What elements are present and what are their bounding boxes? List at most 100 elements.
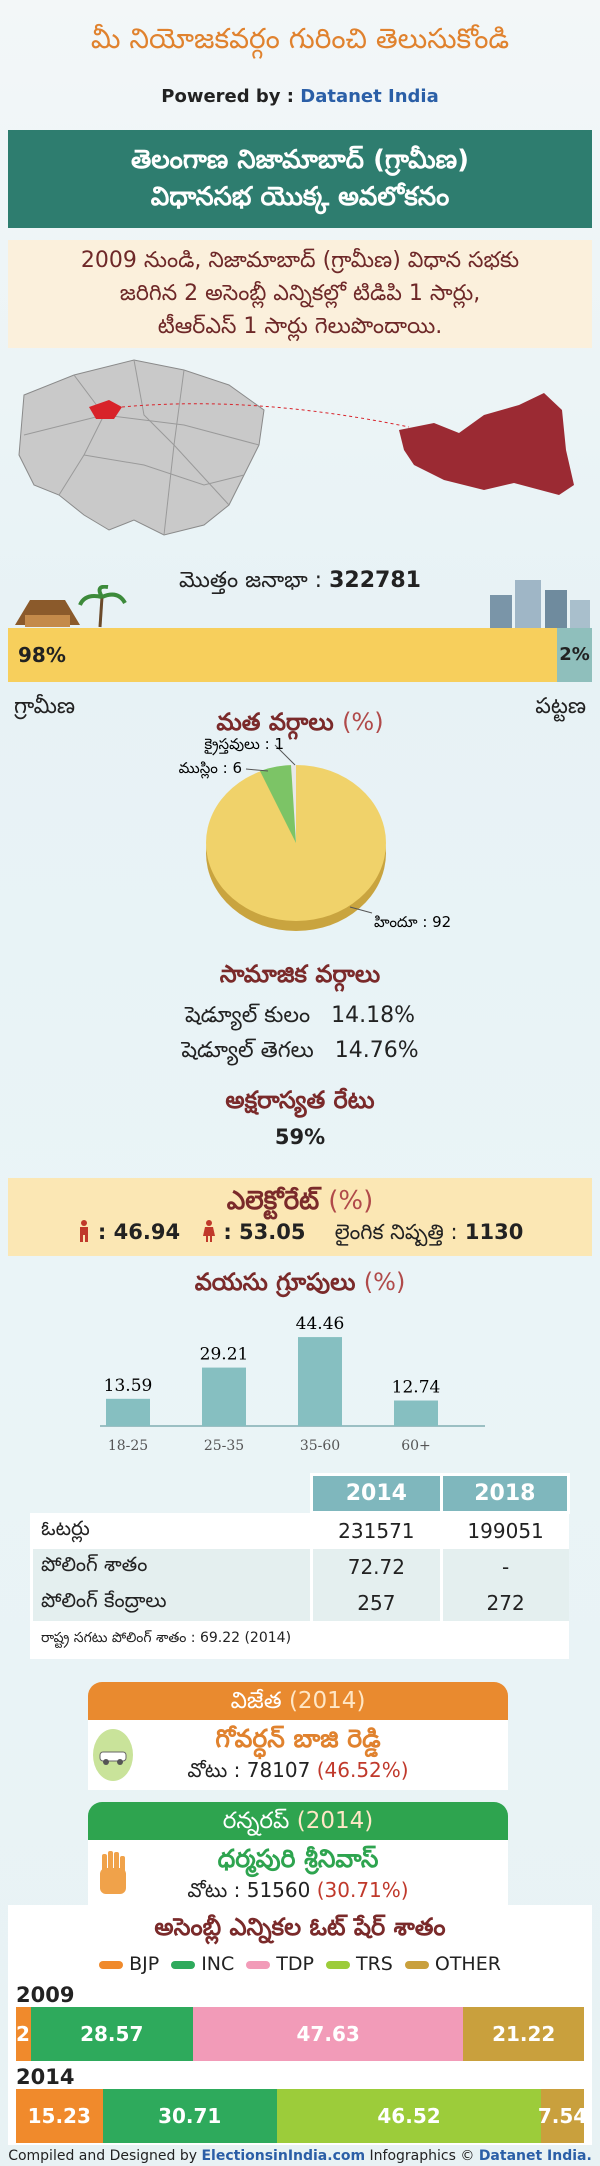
st-label: షెడ్యూల్ తెగలు — [181, 1038, 314, 1063]
vote-share-box: అసెంబ్లీ ఎన్నికల ఓట్ షేర్ శాతం BJP INC TDP… — [8, 1905, 592, 2145]
male-share: : 46.94 — [97, 1220, 181, 1244]
pie-slice-christian — [291, 764, 296, 843]
row-label-polling-stations: పోలింగ్ కేంద్రాలు — [30, 1584, 312, 1621]
runner-card: రన్నరప్ (2014) ధర్మపురి శ్రీనివాస్ వోటు … — [88, 1802, 508, 1910]
winner-votes-label: వోటు : 78107 — [187, 1758, 311, 1782]
electorate-title-text: ఎలెక్టోరేట్ — [226, 1186, 320, 1216]
state-map-icon — [18, 359, 265, 536]
cell-voters-2018: 199051 — [439, 1512, 569, 1549]
vote-share-title: అసెంబ్లీ ఎన్నికల ఓట్ షేర్ శాతం — [154, 1913, 446, 1941]
constituency-map-icon — [399, 393, 574, 495]
summary-line-3: టీఆర్ఎస్ 1 సార్లు గెలుపొందాయి. — [157, 314, 443, 339]
winner-body: గోవర్ధన్ బాజి రెడ్డి వోటు : 78107 (46.52… — [88, 1720, 508, 1790]
summary-box: 2009 నుండి, నిజామాబాద్ (గ్రామీణ) విధాన స… — [8, 240, 592, 348]
legend-swatch — [404, 1960, 429, 1969]
vote-share-segment-tdp: 47.63 — [192, 2007, 464, 2061]
vote-share-value: 47.63 — [296, 2022, 360, 2046]
legend-swatch — [246, 1960, 271, 1969]
age-title-text: వయసు గ్రూపులు — [194, 1268, 356, 1296]
literacy-value: 59% — [274, 1125, 326, 1149]
male-icon — [79, 1220, 88, 1242]
legend-label: TRS — [355, 1953, 393, 1975]
row-label-polling-pct: పోలింగ్ శాతం — [30, 1548, 312, 1585]
hand-icon — [100, 1851, 126, 1894]
hut-icon — [15, 585, 127, 628]
table-row: పోలింగ్ కేంద్రాలు 257 272 — [30, 1584, 569, 1621]
age-value-label: 12.74 — [392, 1378, 441, 1398]
voter-table: 2014 2018 ఓటర్లు 231571 199051 పోలింగ్ శ… — [30, 1473, 571, 1659]
vote-share-segment-inc: 28.57 — [30, 2007, 193, 2061]
constituency-banner: తెలంగాణ నిజామాబాద్ (గ్రామీణ) విధానసభ యొక… — [8, 130, 592, 228]
city-icon — [490, 580, 590, 629]
runner-body: ధర్మపురి శ్రీనివాస్ వోటు : 51560 (30.71%… — [88, 1840, 508, 1910]
pie-label-muslim: ముస్లిం : 6 — [179, 759, 242, 779]
age-value-label: 29.21 — [200, 1345, 249, 1365]
winner-header: విజేత (2014) — [88, 1682, 508, 1720]
vote-share-value: 30.71 — [158, 2104, 222, 2128]
vote-share-legend: BJP INC TDP TRS OTHER — [8, 1953, 592, 1975]
state-avg-footnote: రాష్ట్ర సగటు పోలింగ్ శాతం : 69.22 (2014) — [30, 1620, 569, 1659]
runner-name: ధర్మపురి శ్రీనివాస్ — [217, 1844, 379, 1873]
summary-line-1: 2009 నుండి, నిజామాబాద్ (గ్రామీణ) విధాన స… — [80, 248, 520, 273]
table-row: ఓటర్లు 231571 199051 — [30, 1512, 569, 1549]
runner-year: (2014) — [296, 1808, 374, 1834]
legend-label: TDP — [276, 1953, 314, 1975]
car-icon — [93, 1729, 133, 1781]
legend-item-other: OTHER — [404, 1953, 501, 1975]
age-bar-60+ — [394, 1400, 438, 1426]
legend-label: BJP — [129, 1953, 160, 1975]
runner-title: రన్నరప్ — [222, 1808, 290, 1834]
winner-votes: వోటు : 78107 (46.52%) — [88, 1758, 508, 1787]
age-category-label: 35-60 — [300, 1438, 340, 1454]
footer: Compiled and Designed by ElectionsinIndi… — [0, 2148, 600, 2164]
cell-stations-2014: 257 — [310, 1584, 442, 1621]
sex-ratio-value: 1130 — [464, 1220, 524, 1244]
footer-site: ElectionsinIndia.com — [201, 2148, 366, 2164]
urban-share-bar: 2% — [556, 628, 592, 682]
runner-votes: వోటు : 51560 (30.71%) — [88, 1878, 508, 1907]
religion-unit: (%) — [342, 708, 384, 736]
electorate-row: : 46.94 : 53.05 లైంగిక నిష్పత్తి : 1130 — [8, 1220, 592, 1250]
brand-name: Datanet India — [300, 86, 439, 107]
age-value-label: 13.59 — [104, 1376, 153, 1396]
population-label: మొత్తం జనాభా : — [179, 568, 323, 593]
banner-line-2: విధానసభ యొక్క అవలోకనం — [150, 182, 450, 212]
age-category-label: 18-25 — [108, 1438, 148, 1454]
population-bar: 98% 2% — [8, 628, 592, 682]
footer-prefix: Compiled and Designed by — [8, 2148, 198, 2164]
vote-share-value: 28.57 — [80, 2022, 144, 2046]
age-title: వయసు గ్రూపులు (%) — [0, 1268, 600, 1302]
legend-item-inc: INC — [171, 1953, 234, 1975]
pie-label-hindu: హిందూ : 92 — [374, 913, 450, 931]
rural-share-bar: 98% — [8, 628, 557, 682]
vote-share-bar-2014: 15.23 30.71 46.52 7.54 — [16, 2089, 587, 2143]
sex-ratio-label: లైంగిక నిష్పత్తి : — [334, 1220, 458, 1244]
year-label-2009: 2009 — [16, 1983, 75, 2007]
vote-share-value: 46.52 — [377, 2104, 441, 2128]
legend-swatch — [325, 1960, 350, 1969]
winner-name: గోవర్ధన్ బాజి రెడ్డి — [215, 1724, 381, 1753]
legend-swatch — [99, 1960, 124, 1969]
urban-label: పట్టణ — [535, 694, 586, 719]
footer-mid: Infographics © — [369, 2148, 475, 2164]
powered-by-label: Powered by : — [161, 86, 294, 107]
st-row: షెడ్యూల్ తెగలు 14.76% — [0, 1038, 600, 1068]
rural-label: గ్రామీణ — [14, 694, 76, 719]
winner-votes-pct: (46.52%) — [316, 1758, 409, 1782]
age-unit: (%) — [363, 1268, 406, 1296]
telangana-map — [18, 359, 574, 536]
summary-line-2: జరిగిన 2 అసెంబ్లీ ఎన్నికల్లో టిడిపి 1 సా… — [119, 281, 481, 306]
sc-value: 14.18% — [331, 1003, 416, 1028]
literacy-title: అక్షరాస్యత రేటు — [225, 1086, 375, 1114]
row-label-voters: ఓటర్లు — [30, 1512, 312, 1549]
sc-row: షెడ్యూల్ కులం 14.18% — [0, 1003, 600, 1033]
age-category-label: 25-35 — [204, 1438, 244, 1454]
cell-voters-2014: 231571 — [310, 1512, 442, 1549]
electorate-box: ఎలెక్టోరేట్ (%) : 46.94 : 53.05 లైంగిక న… — [8, 1178, 592, 1256]
winner-card: విజేత (2014) గోవర్ధన్ బాజి రెడ్డి వోటు :… — [88, 1682, 508, 1790]
col-header-2014: 2014 — [310, 1473, 443, 1514]
religion-pie: క్రైస్తవులు : 1 ముస్లిం : 6 హిందూ : 92 — [179, 735, 450, 931]
col-header-2018: 2018 — [439, 1473, 571, 1514]
religion-title: మత వర్గాలు (%) — [0, 708, 600, 742]
female-share: : 53.05 — [223, 1220, 306, 1244]
